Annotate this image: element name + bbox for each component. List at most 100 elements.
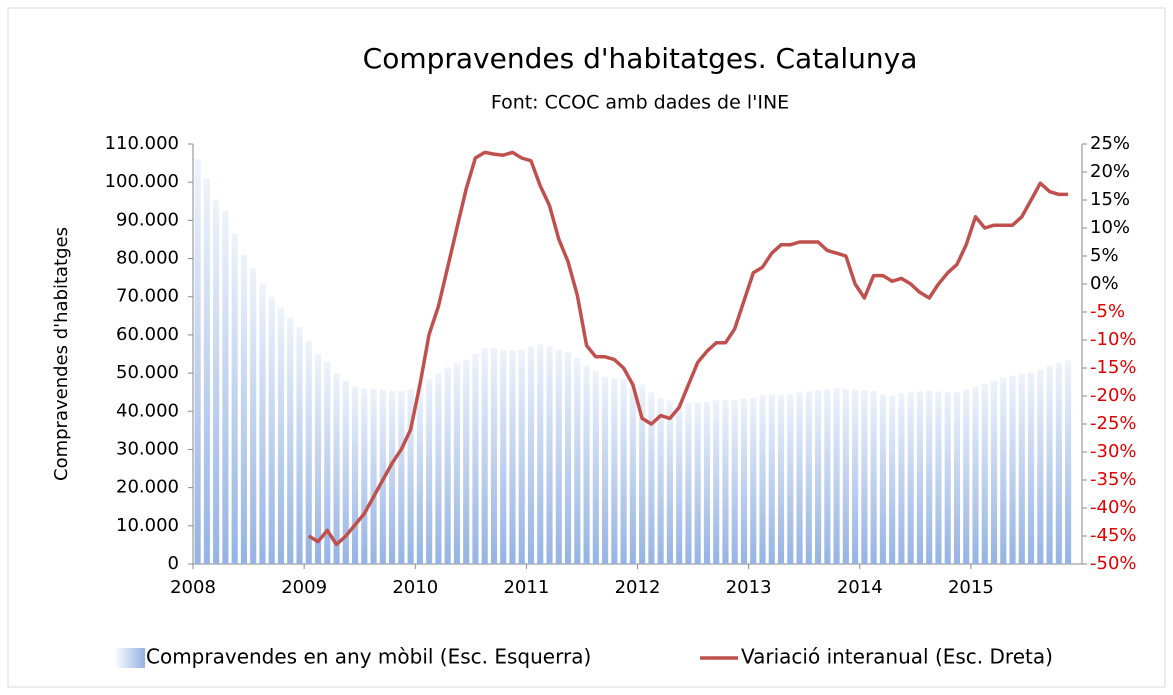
- y-tick-label: 80.000: [116, 248, 179, 269]
- bar: [963, 389, 970, 564]
- y2-tick-label: 0%: [1090, 273, 1119, 294]
- bar: [259, 283, 266, 564]
- y2-tick-label: -50%: [1090, 553, 1137, 574]
- bar: [870, 391, 877, 564]
- bar: [333, 373, 340, 564]
- bar: [611, 378, 618, 564]
- bar: [342, 380, 349, 564]
- bar: [759, 395, 766, 564]
- bar: [574, 357, 581, 564]
- bar: [1028, 372, 1035, 564]
- y-tick-label: 10.000: [116, 515, 179, 536]
- bar: [324, 361, 331, 564]
- y2-tick-label: -10%: [1090, 329, 1137, 350]
- bar: [602, 376, 609, 564]
- bar: [296, 327, 303, 564]
- bar: [713, 400, 720, 564]
- bar: [537, 344, 544, 564]
- bar: [926, 390, 933, 564]
- y-tick-label: 110.000: [105, 133, 179, 154]
- bar: [768, 394, 775, 564]
- bar: [685, 402, 692, 564]
- bar: [435, 373, 442, 564]
- x-tick-label: 2012: [615, 577, 661, 598]
- line: [307, 150, 1069, 547]
- bar: [676, 401, 683, 564]
- bar: [564, 352, 572, 564]
- bar: [935, 391, 942, 564]
- bar: [629, 379, 636, 564]
- bar: [389, 391, 396, 564]
- y-tick-label: 90.000: [116, 209, 179, 230]
- bar: [694, 402, 701, 564]
- bar: [305, 340, 312, 564]
- x-tick-label: 2013: [726, 577, 772, 598]
- bar: [453, 363, 460, 564]
- bar: [490, 348, 498, 564]
- bar: [787, 394, 794, 564]
- bar: [277, 308, 285, 564]
- bar: [703, 401, 711, 564]
- bar: [972, 386, 979, 564]
- bar: [861, 390, 868, 564]
- bar: [824, 389, 831, 564]
- bar: [481, 348, 488, 564]
- bar: [953, 392, 961, 564]
- bar: [666, 400, 673, 564]
- bar: [361, 388, 368, 564]
- y-tick-label: 0: [168, 553, 179, 574]
- y2-tick-label: -30%: [1090, 441, 1137, 462]
- bar: [1000, 377, 1007, 564]
- bar: [981, 383, 988, 564]
- y2-tick-label: 10%: [1090, 217, 1130, 238]
- bar: [416, 384, 423, 564]
- bar: [1018, 373, 1025, 564]
- y-tick-label: 60.000: [116, 324, 179, 345]
- bar: [852, 389, 859, 564]
- bar: [944, 392, 951, 564]
- y2-tick-label: 15%: [1090, 189, 1130, 210]
- x-tick-label: 2010: [392, 577, 438, 598]
- bar: [463, 359, 470, 564]
- bar: [1009, 375, 1016, 564]
- bar: [500, 350, 507, 564]
- bar: [842, 389, 849, 564]
- legend-label: Compravendes en any mòbil (Esc. Esquerra…: [146, 645, 591, 669]
- bar: [639, 384, 646, 564]
- bar: [750, 397, 757, 564]
- bar: [592, 371, 599, 564]
- bar: [472, 354, 479, 564]
- bar: [194, 159, 201, 565]
- bar: [268, 296, 275, 564]
- bar: [620, 378, 627, 564]
- bar: [555, 350, 562, 564]
- bar: [509, 350, 516, 564]
- y2-tick-label: -5%: [1090, 301, 1125, 322]
- bar: [833, 388, 840, 564]
- y2-tick-label: -15%: [1090, 357, 1137, 378]
- bar: [1037, 370, 1044, 564]
- x-tick-label: 2015: [948, 577, 994, 598]
- y-tick-label: 70.000: [116, 286, 179, 307]
- x-tick-label: 2011: [503, 577, 549, 598]
- x-tick-label: 2008: [170, 577, 216, 598]
- y-axis-label: Compravendes d'habitatges: [51, 227, 72, 481]
- y-tick-label: 40.000: [116, 400, 179, 421]
- bar: [1065, 360, 1072, 564]
- bar: [889, 396, 896, 564]
- bar: [546, 346, 553, 564]
- bar: [796, 392, 803, 564]
- bar: [990, 380, 998, 564]
- y-tick-label: 50.000: [116, 362, 179, 383]
- bar: [740, 398, 748, 564]
- bar: [222, 210, 229, 564]
- bar: [407, 389, 414, 564]
- bar: [250, 268, 257, 564]
- y2-tick-label: 20%: [1090, 161, 1130, 182]
- bar: [907, 392, 914, 564]
- legend-label: Variació interanual (Esc. Dreta): [741, 645, 1053, 669]
- y2-tick-label: -35%: [1090, 469, 1137, 490]
- bar: [1055, 362, 1062, 564]
- bar: [916, 391, 923, 564]
